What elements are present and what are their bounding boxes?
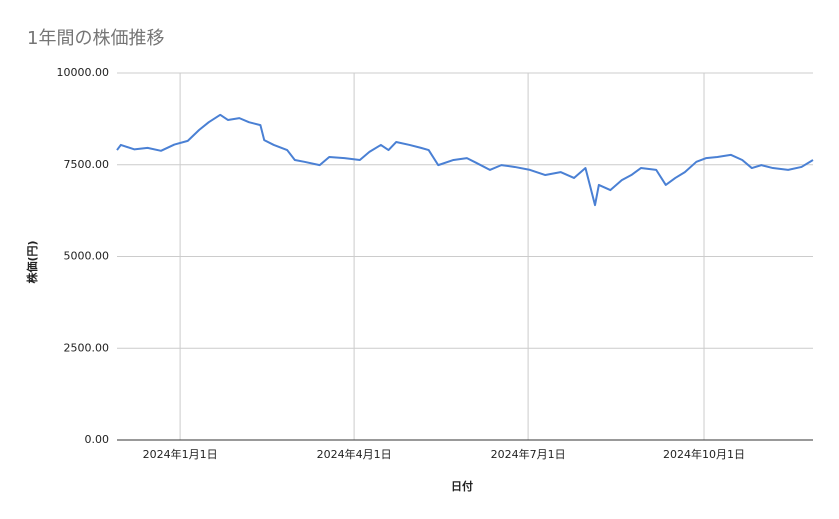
y-tick-label: 0.00: [85, 433, 110, 446]
x-tick-label: 2024年10月1日: [663, 447, 745, 461]
y-tick-label: 10000.00: [57, 66, 110, 79]
price-line: [116, 113, 814, 207]
y-tick-label: 5000.00: [64, 250, 110, 263]
x-tick-label: 2024年7月1日: [491, 447, 566, 461]
x-tick-label: 2024年1月1日: [143, 447, 218, 461]
x-axis-title: 日付: [451, 479, 473, 493]
y-tick-label: 7500.00: [64, 158, 110, 171]
chart-title: 1年間の株価推移: [27, 28, 164, 49]
y-tick-label: 2500.00: [64, 341, 110, 354]
x-tick-label: 2024年4月1日: [317, 447, 392, 461]
y-axis-title: 株価(円): [25, 240, 39, 283]
